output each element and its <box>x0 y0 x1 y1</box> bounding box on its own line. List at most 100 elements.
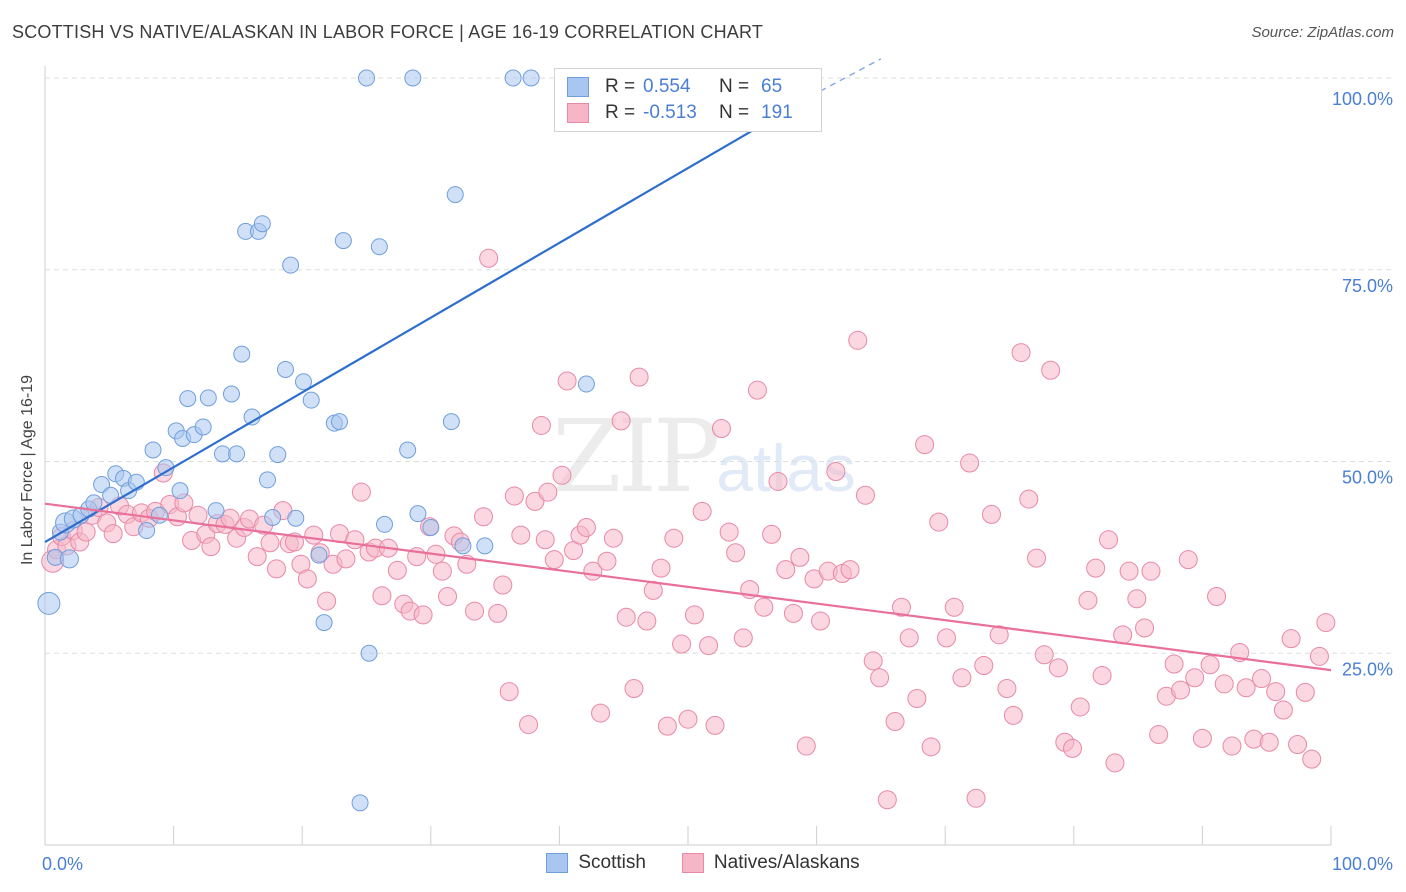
data-point-natives <box>885 712 905 732</box>
data-point-natives <box>848 330 868 350</box>
axes <box>44 66 1332 846</box>
data-point-natives <box>1034 645 1054 665</box>
data-point-natives <box>747 380 767 400</box>
data-point-natives <box>826 461 846 481</box>
data-point-natives <box>891 597 911 617</box>
data-point-natives <box>1135 618 1155 638</box>
data-point-natives <box>711 419 731 439</box>
data-point-natives <box>247 547 267 567</box>
legend-swatch-natives <box>681 853 704 873</box>
data-point-natives <box>1027 548 1047 568</box>
y-tick-label: 50.0% <box>1342 468 1393 488</box>
data-point-natives <box>810 611 830 631</box>
data-point-scottish <box>59 549 79 569</box>
data-point-scottish <box>315 614 333 632</box>
data-point-natives <box>929 512 949 532</box>
data-point-natives <box>76 522 96 542</box>
legend-n-label: N = <box>719 102 750 123</box>
data-point-scottish <box>294 373 312 391</box>
data-point-natives <box>768 471 788 491</box>
data-point-natives <box>1273 700 1293 720</box>
data-point-natives <box>877 790 897 810</box>
data-point-natives <box>266 559 286 579</box>
data-point-natives <box>1092 665 1112 685</box>
data-point-natives <box>345 530 365 550</box>
data-point-natives <box>413 605 433 625</box>
data-point-natives <box>840 560 860 580</box>
data-point-natives <box>870 668 890 688</box>
data-point-scottish <box>138 522 156 540</box>
data-point-natives <box>103 524 123 544</box>
data-point-natives <box>351 482 371 502</box>
data-point-natives <box>1214 674 1234 694</box>
data-point-scottish <box>171 482 189 500</box>
data-point-scottish <box>207 502 225 520</box>
data-point-scottish <box>454 537 472 555</box>
data-point-natives <box>733 628 753 648</box>
data-point-natives <box>1281 629 1301 649</box>
data-point-natives <box>1041 360 1061 380</box>
data-point-natives <box>260 533 280 553</box>
trend-line-scottish <box>44 90 822 543</box>
data-point-natives <box>479 248 499 268</box>
data-point-scottish <box>409 505 427 523</box>
data-point-natives <box>1288 735 1308 755</box>
trend-lines <box>44 58 1332 672</box>
data-point-natives <box>552 465 572 485</box>
data-point-scottish <box>476 537 494 555</box>
data-point-scottish <box>37 591 61 615</box>
data-point-natives <box>1113 625 1133 645</box>
data-point-natives <box>966 788 986 808</box>
y-tick-label: 25.0% <box>1342 659 1393 679</box>
data-point-scottish <box>330 413 348 431</box>
legend-swatch-scottish <box>546 853 569 873</box>
stats-legend: R = 0.554 N = 65 R = -0.513 N = 191 <box>554 68 822 132</box>
data-point-natives <box>796 736 816 756</box>
data-point-natives <box>1099 530 1119 550</box>
data-point-natives <box>1302 749 1322 769</box>
data-point-natives <box>1003 705 1023 725</box>
legend-n-value: 65 <box>761 76 783 97</box>
data-point-natives <box>754 597 774 617</box>
data-point-natives <box>899 628 919 648</box>
data-point-natives <box>372 586 392 606</box>
y-tick-label: 75.0% <box>1342 276 1393 296</box>
data-point-scottish <box>360 644 378 662</box>
data-point-scottish <box>233 345 251 363</box>
data-point-natives <box>188 505 208 525</box>
data-point-scottish <box>194 418 212 436</box>
data-point-natives <box>488 603 508 623</box>
data-point-natives <box>525 491 545 511</box>
data-point-scottish <box>522 69 540 87</box>
data-point-natives <box>1252 669 1272 689</box>
chart-title: SCOTTISH VS NATIVE/ALASKAN IN LABOR FORC… <box>12 22 764 42</box>
data-point-scottish <box>422 518 440 536</box>
data-point-scottish <box>150 506 168 524</box>
data-point-natives <box>790 547 810 567</box>
legend-r-label: R = <box>605 76 636 97</box>
data-point-natives <box>1309 646 1329 666</box>
data-point-natives <box>762 524 782 544</box>
data-point-scottish <box>442 413 460 431</box>
data-point-natives <box>1164 654 1184 674</box>
legend-r-value: 0.554 <box>643 76 691 97</box>
data-point-scottish <box>269 446 287 464</box>
data-point-natives <box>692 501 712 521</box>
data-point-natives <box>952 668 972 688</box>
data-point-natives <box>1192 728 1212 748</box>
data-point-natives <box>855 485 875 505</box>
data-point-scottish <box>264 508 282 526</box>
legend-swatch-scottish <box>567 77 589 97</box>
data-point-natives <box>1200 655 1220 675</box>
data-point-scottish <box>282 256 300 274</box>
data-point-scottish <box>370 238 388 256</box>
data-point-natives <box>624 679 644 699</box>
data-point-natives <box>1048 658 1068 678</box>
data-point-natives <box>1295 682 1315 702</box>
x-tick-label: 0.0% <box>42 854 83 874</box>
data-point-natives <box>719 522 739 542</box>
data-point-natives <box>201 537 221 557</box>
x-tick-label: 100.0% <box>1332 854 1393 874</box>
data-point-natives <box>944 597 964 617</box>
